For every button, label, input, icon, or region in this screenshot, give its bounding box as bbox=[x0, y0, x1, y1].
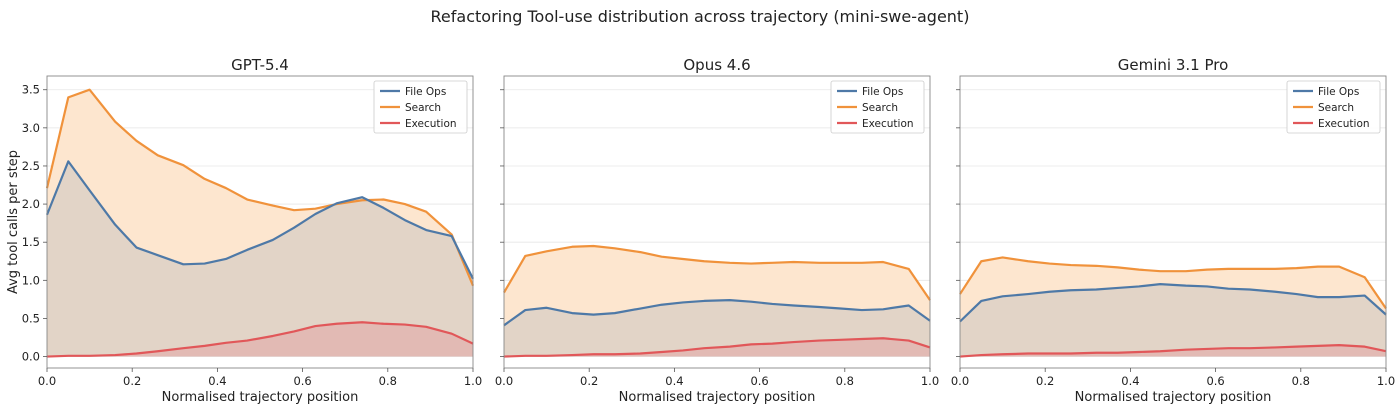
axes-frame bbox=[503, 75, 931, 369]
x-tick-label: 1.0 bbox=[464, 374, 482, 388]
x-tick-label: 0.8 bbox=[379, 374, 397, 388]
y-tick-label: 0.5 bbox=[22, 311, 40, 325]
panels: 0.0 0.5 1.0 1.5 2.0 2.5 3.0 3.5 0.0 0.2 0.4 0.6 0.8 1… bbox=[6, 56, 1395, 405]
line-search bbox=[503, 244, 931, 301]
legend-box bbox=[1286, 80, 1381, 134]
panel-2: 0.0 0.2 0.4 0.6 0.8 1.0 Opus 4.6 Normalised tra… bbox=[495, 56, 939, 405]
y-tick-label: 2.5 bbox=[22, 159, 40, 173]
y-tick-label: 2.0 bbox=[22, 197, 40, 211]
line-execution bbox=[959, 344, 1387, 358]
axes-frame bbox=[959, 75, 1387, 369]
panel-title: GPT-5.4 bbox=[231, 56, 289, 74]
legend-label-execution: Execution bbox=[1318, 118, 1370, 130]
x-tick-label: 1.0 bbox=[1377, 374, 1395, 388]
x-tick-label: 0.2 bbox=[1036, 374, 1054, 388]
y-tick-label: 3.0 bbox=[22, 121, 40, 135]
legend-box bbox=[373, 80, 468, 134]
x-tick-label: 0.4 bbox=[665, 374, 683, 388]
x-tick-label: 0.0 bbox=[495, 374, 513, 388]
x-tick-label: 0.8 bbox=[1292, 374, 1310, 388]
area-file-ops bbox=[960, 284, 1386, 357]
x-axis-label: Normalised trajectory position bbox=[619, 390, 816, 405]
panel-title: Opus 4.6 bbox=[683, 56, 750, 74]
legend: File Ops Search Execution bbox=[1286, 80, 1381, 134]
x-tick-label: 0.6 bbox=[750, 374, 768, 388]
y-tick-label: 3.5 bbox=[22, 83, 40, 97]
x-tick-label: 0.8 bbox=[836, 374, 854, 388]
legend-box bbox=[830, 80, 925, 134]
panel-title: Gemini 3.1 Pro bbox=[1118, 56, 1229, 74]
x-tick-label: 0.2 bbox=[580, 374, 598, 388]
x-axis-label: Normalised trajectory position bbox=[1075, 390, 1272, 405]
legend-label-search: Search bbox=[862, 102, 898, 114]
legend-label-file-ops: File Ops bbox=[405, 86, 446, 98]
x-tick-label: 0.2 bbox=[123, 374, 141, 388]
area-execution bbox=[504, 338, 930, 357]
figure-suptitle: Refactoring Tool-use distribution across… bbox=[431, 7, 970, 26]
x-tick-label: 0.4 bbox=[1121, 374, 1139, 388]
x-axis-label: Normalised trajectory position bbox=[162, 390, 359, 405]
y-tick-label: 1.0 bbox=[22, 273, 40, 287]
x-tick-label: 1.0 bbox=[921, 374, 939, 388]
x-tick-label: 0.6 bbox=[293, 374, 311, 388]
line-execution bbox=[46, 321, 474, 358]
legend-label-file-ops: File Ops bbox=[1318, 86, 1359, 98]
area-file-ops bbox=[47, 161, 473, 357]
y-tick-label: 1.5 bbox=[22, 235, 40, 249]
axes-frame bbox=[46, 75, 474, 369]
x-tick-label: 0.0 bbox=[951, 374, 969, 388]
legend-label-file-ops: File Ops bbox=[862, 86, 903, 98]
y-axis-label: Avg tool calls per step bbox=[6, 150, 21, 294]
legend: File Ops Search Execution bbox=[373, 80, 468, 134]
legend-label-execution: Execution bbox=[405, 118, 457, 130]
legend: File Ops Search Execution bbox=[830, 80, 925, 134]
x-tick-label: 0.6 bbox=[1206, 374, 1224, 388]
line-search bbox=[45, 88, 475, 287]
legend-label-search: Search bbox=[1318, 102, 1354, 114]
line-execution bbox=[503, 337, 931, 358]
line-search bbox=[959, 256, 1387, 310]
area-execution bbox=[47, 322, 473, 357]
x-tick-label: 0.0 bbox=[38, 374, 56, 388]
panel-1: 0.0 0.5 1.0 1.5 2.0 2.5 3.0 3.5 0.0 0.2 0.4 0.6 0.8 1… bbox=[6, 56, 482, 405]
legend-label-execution: Execution bbox=[862, 118, 914, 130]
x-tick-label: 0.4 bbox=[208, 374, 226, 388]
legend-label-search: Search bbox=[405, 102, 441, 114]
y-tick-label: 0.0 bbox=[22, 350, 40, 364]
line-file-ops bbox=[959, 283, 1387, 323]
line-file-ops bbox=[503, 299, 931, 327]
line-file-ops bbox=[45, 160, 474, 280]
panel-3: 0.0 0.2 0.4 0.6 0.8 1.0 Gemini 3.1 Pro Normalis… bbox=[951, 56, 1395, 405]
